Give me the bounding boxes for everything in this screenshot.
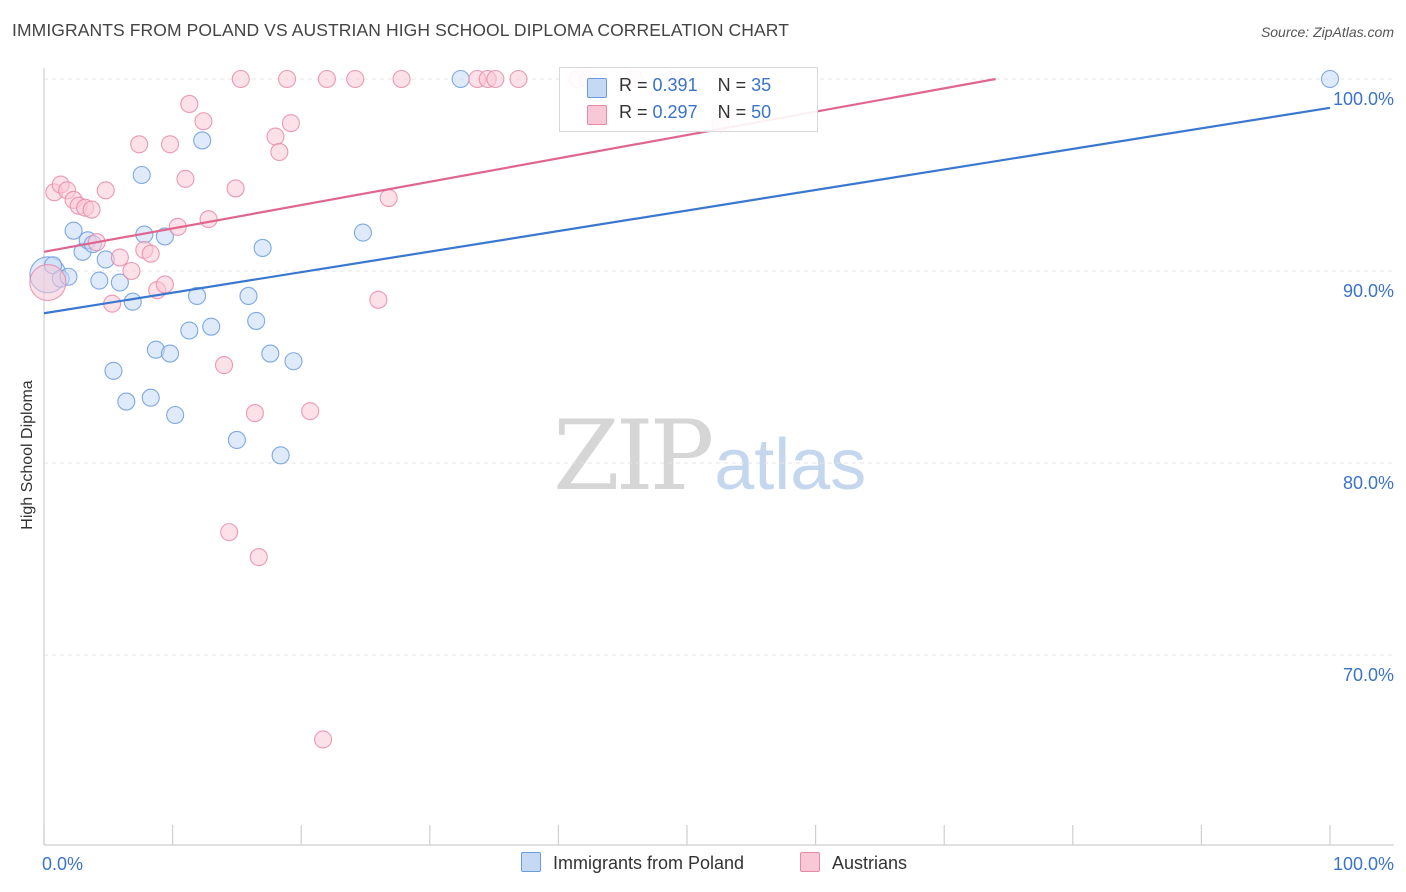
- x-tick-label-max: 100.0%: [1333, 854, 1394, 874]
- legend-n-value-austrians: 50: [751, 102, 772, 122]
- y-tick-label: 100.0%: [1333, 89, 1394, 109]
- data-point-austrians: [278, 69, 297, 89]
- legend-n-label: N =: [717, 102, 747, 122]
- data-point-poland: [451, 69, 470, 89]
- data-point-austrians: [266, 127, 285, 146]
- data-point-poland: [104, 361, 123, 380]
- data-point-poland: [117, 392, 136, 411]
- data-point-austrians: [141, 244, 160, 263]
- data-point-austrians: [486, 69, 505, 89]
- data-point-poland: [64, 221, 83, 240]
- data-point-austrians: [379, 188, 398, 208]
- legend-swatch-poland: [587, 78, 607, 98]
- data-point-austrians: [509, 69, 528, 89]
- data-point-austrians: [392, 69, 411, 89]
- data-point-austrians: [82, 200, 101, 219]
- data-point-austrians: [180, 94, 199, 114]
- data-point-austrians: [199, 210, 218, 229]
- data-point-austrians: [96, 181, 115, 200]
- source-credit: Source: ZipAtlas.com: [1260, 24, 1394, 40]
- data-point-poland: [155, 227, 174, 246]
- data-point-poland: [271, 446, 290, 465]
- data-point-poland: [90, 271, 109, 290]
- data-point-poland: [160, 344, 180, 363]
- bottom-legend-swatch-poland: [521, 852, 541, 872]
- legend-swatch-austrians: [587, 105, 607, 125]
- data-point-austrians: [176, 169, 195, 188]
- data-point-austrians: [122, 261, 141, 281]
- data-point-poland: [261, 344, 280, 363]
- chart-title: IMMIGRANTS FROM POLAND VS AUSTRIAN HIGH …: [12, 20, 789, 40]
- data-point-austrians: [29, 263, 67, 302]
- data-point-poland: [193, 131, 212, 150]
- legend-n-label: N =: [717, 75, 747, 95]
- tick-labels: 70.0% 80.0% 90.0% 100.0% 0.0% 100.0%: [42, 89, 1394, 874]
- data-point-austrians: [214, 356, 234, 375]
- y-tick-label: 80.0%: [1343, 473, 1394, 493]
- legend-r-label: R =: [619, 75, 648, 95]
- data-point-poland: [284, 352, 303, 371]
- data-point-austrians: [346, 69, 365, 89]
- data-point-austrians: [369, 290, 388, 309]
- data-point-poland: [1320, 69, 1340, 89]
- data-point-austrians: [301, 402, 320, 421]
- y-tick-label: 90.0%: [1343, 281, 1394, 301]
- legend-r-label: R =: [619, 102, 648, 122]
- legend-n-value-poland: 35: [751, 75, 772, 95]
- data-point-austrians: [130, 135, 149, 154]
- data-point-austrians: [220, 523, 239, 542]
- data-point-austrians: [160, 135, 180, 154]
- data-point-poland: [353, 223, 372, 242]
- data-point-austrians: [281, 114, 300, 133]
- watermark-zip: ZIP: [553, 400, 714, 512]
- data-point-poland: [123, 292, 142, 311]
- data-point-poland: [180, 321, 199, 340]
- bottom-legend-swatch-austrians: [800, 852, 820, 872]
- data-point-poland: [141, 388, 160, 407]
- bottom-legend-label-austrians: Austrians: [832, 853, 908, 873]
- data-point-poland: [253, 238, 272, 258]
- y-tick-label: 70.0%: [1343, 665, 1394, 685]
- y-axis-label: High School Diploma: [19, 380, 36, 530]
- legend-r-value-austrians: 0.297: [652, 102, 698, 122]
- data-point-poland: [239, 286, 258, 306]
- bottom-legend-label-poland: Immigrants from Poland: [553, 853, 745, 873]
- data-point-poland: [166, 405, 185, 425]
- data-point-austrians: [245, 404, 264, 423]
- data-point-austrians: [194, 112, 213, 131]
- watermark: ZIPatlas: [553, 400, 866, 512]
- data-point-austrians: [226, 179, 245, 198]
- data-point-austrians: [231, 69, 250, 89]
- data-point-poland: [227, 430, 246, 450]
- watermark-atlas: atlas: [714, 425, 867, 505]
- correlation-legend: R = 0.391 N = 35 R = 0.297 N = 50: [559, 67, 818, 132]
- data-point-austrians: [110, 248, 129, 267]
- trend-line-poland: [43, 106, 1331, 315]
- data-point-austrians: [155, 275, 174, 294]
- data-point-poland: [187, 286, 207, 306]
- data-point-poland: [247, 311, 266, 330]
- data-point-poland: [110, 273, 129, 292]
- data-point-austrians: [314, 730, 333, 749]
- data-point-poland: [202, 317, 221, 336]
- trend-line-austrians: [43, 77, 996, 253]
- data-point-austrians: [317, 69, 336, 89]
- bottom-legend-poland: Immigrants from Poland: [521, 852, 744, 874]
- axes: [43, 68, 1394, 846]
- data-point-austrians: [249, 548, 268, 567]
- data-point-austrians: [270, 142, 289, 162]
- bottom-legend-austrians: Austrians: [800, 852, 907, 874]
- data-point-poland: [132, 165, 151, 185]
- legend-r-value-poland: 0.391: [652, 75, 698, 95]
- grid-lines: [44, 78, 1394, 656]
- trend-lines: [43, 77, 1331, 315]
- x-tick-label-min: 0.0%: [42, 854, 83, 874]
